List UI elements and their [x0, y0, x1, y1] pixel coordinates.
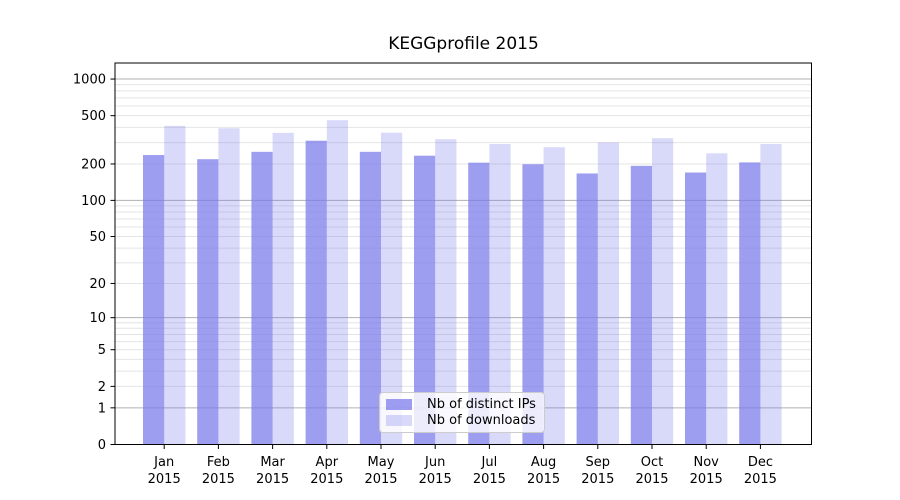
y-tick-label: 10: [89, 311, 106, 326]
axes-frame: [114, 62, 812, 445]
x-tick-label: Aug 2015: [527, 455, 560, 487]
x-tick-label: Jul 2015: [473, 455, 506, 487]
y-tick-label: 200: [81, 157, 106, 172]
legend-item-downloads: Nb of downloads: [386, 413, 536, 428]
bar-downloads-aug: [543, 147, 565, 445]
y-tick-label: 2: [98, 380, 106, 395]
x-tick-label: Oct 2015: [635, 455, 668, 487]
bar-distinct-ips-oct: [630, 165, 652, 445]
bar-distinct-ips-jun: [414, 155, 436, 445]
y-tick-label: 100: [81, 194, 106, 209]
x-tick-label: Mar 2015: [256, 455, 289, 487]
bar-distinct-ips-aug: [522, 164, 544, 445]
x-tick-label: Dec 2015: [744, 455, 777, 487]
y-tick-label: 500: [81, 109, 106, 124]
bar-downloads-feb: [218, 128, 240, 445]
x-tick-label: May 2015: [364, 455, 397, 487]
bar-distinct-ips-nov: [685, 172, 707, 445]
bar-downloads-jan: [164, 125, 186, 445]
x-tick-label: Apr 2015: [310, 455, 343, 487]
x-tick-label: Nov 2015: [690, 455, 723, 487]
legend-label-downloads: Nb of downloads: [427, 413, 536, 429]
y-tick-label: 0: [98, 438, 106, 453]
y-tick-label: 1000: [73, 73, 106, 88]
bar-distinct-ips-may: [359, 151, 381, 445]
bar-downloads-sep: [597, 142, 619, 445]
legend-swatch-downloads: [386, 415, 412, 427]
chart-title: KEGGprofile 2015: [388, 34, 539, 54]
bar-distinct-ips-jul: [468, 162, 490, 445]
bar-downloads-nov: [706, 153, 728, 445]
y-tick-label: 50: [89, 230, 106, 245]
legend-label-distinct-ips: Nb of distinct IPs: [427, 396, 536, 412]
x-tick-label: Feb 2015: [202, 455, 235, 487]
x-tick-label: Jan 2015: [148, 455, 181, 487]
y-tick-label: 1: [98, 401, 106, 416]
bar-distinct-ips-apr: [305, 140, 327, 445]
legend: Nb of distinct IPs Nb of downloads: [379, 392, 545, 433]
bar-distinct-ips-feb: [197, 159, 219, 445]
x-tick-label: Sep 2015: [581, 455, 614, 487]
legend-swatch-distinct-ips: [386, 398, 412, 410]
y-tick-label: 20: [89, 277, 106, 292]
bar-downloads-dec: [760, 144, 782, 445]
legend-item-distinct-ips: Nb of distinct IPs: [386, 397, 536, 412]
y-tick-label: 5: [98, 343, 106, 358]
bar-distinct-ips-jan: [143, 155, 165, 445]
bar-downloads-jul: [489, 144, 511, 445]
x-tick-label: Jun 2015: [419, 455, 452, 487]
bar-downloads-mar: [272, 132, 294, 445]
bar-downloads-apr: [326, 120, 348, 445]
bar-downloads-jun: [435, 139, 457, 445]
bar-downloads-may: [381, 132, 403, 445]
bar-distinct-ips-mar: [251, 151, 273, 445]
bar-distinct-ips-sep: [576, 173, 598, 445]
bar-distinct-ips-dec: [739, 162, 761, 445]
bar-downloads-oct: [652, 138, 674, 445]
